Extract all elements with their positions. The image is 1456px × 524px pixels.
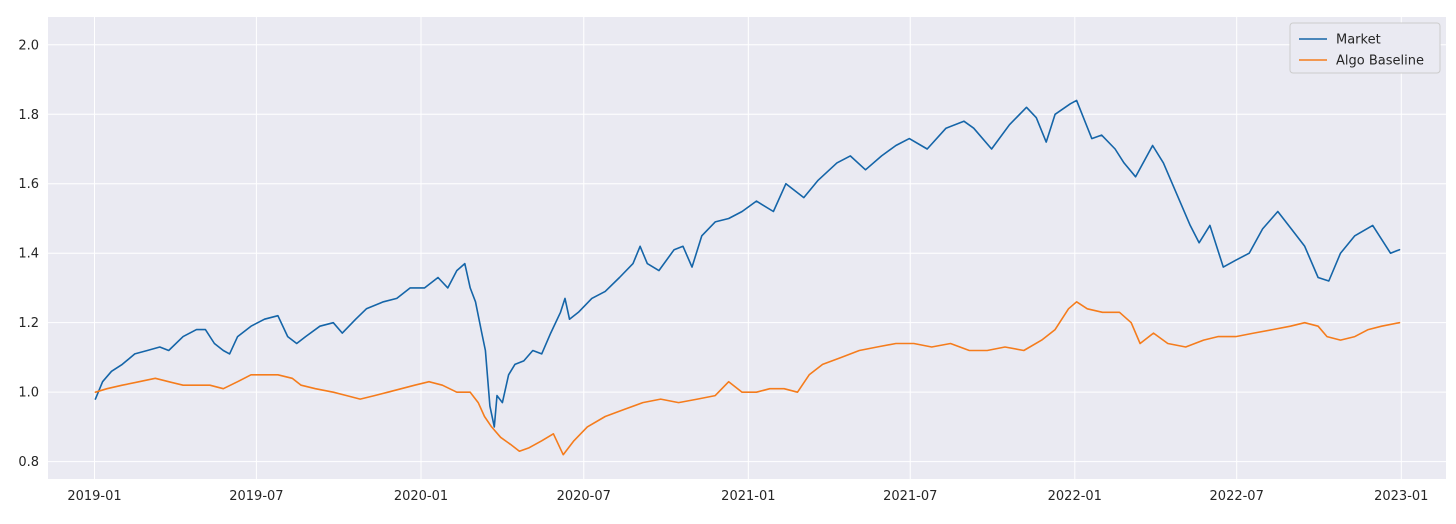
plot-area xyxy=(48,17,1446,479)
x-tick-label: 2020-07 xyxy=(557,489,611,504)
y-tick-label: 1.6 xyxy=(18,177,39,192)
y-tick-label: 0.8 xyxy=(18,455,39,470)
y-tick-label: 1.2 xyxy=(18,316,39,331)
y-tick-label: 2.0 xyxy=(18,38,39,53)
x-tick-label: 2022-07 xyxy=(1210,489,1264,504)
x-tick-label: 2019-01 xyxy=(67,489,121,504)
legend-label: Market xyxy=(1336,33,1381,48)
x-tick-label: 2021-07 xyxy=(883,489,937,504)
x-tick-label: 2020-01 xyxy=(394,489,448,504)
series-line-algo-baseline xyxy=(94,301,1401,456)
y-tick-label: 1.8 xyxy=(18,108,39,123)
x-tick-label: 2022-01 xyxy=(1048,489,1102,504)
x-tick-label: 2019-07 xyxy=(229,489,283,504)
y-tick-label: 1.0 xyxy=(18,386,39,401)
series-line-market xyxy=(94,99,1401,428)
legend-box xyxy=(1289,22,1441,74)
x-tick-label: 2021-01 xyxy=(721,489,775,504)
y-tick-label: 1.4 xyxy=(18,247,39,262)
legend: Market Algo Baseline xyxy=(1289,22,1441,74)
legend-label: Algo Baseline xyxy=(1336,54,1424,69)
x-tick-label: 2023-01 xyxy=(1374,489,1428,504)
